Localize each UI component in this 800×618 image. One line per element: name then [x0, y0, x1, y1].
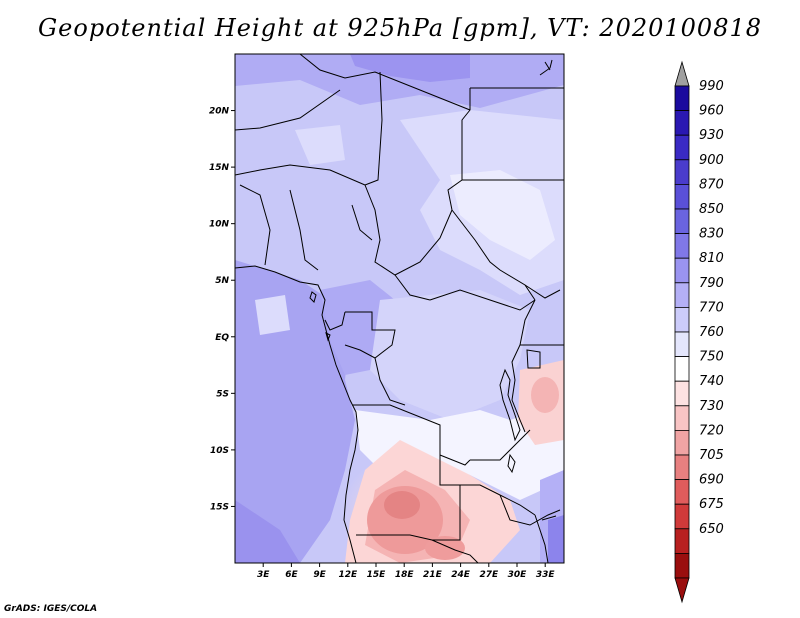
- colorbar-level-label: 770: [699, 300, 724, 315]
- lon-label: 30E: [508, 570, 528, 580]
- colorbar-swatch: [674, 454, 690, 481]
- colorbar-swatch: [674, 85, 690, 112]
- lat-label: 15N: [209, 163, 230, 173]
- colorbar-level-label: 730: [699, 399, 724, 414]
- colorbar-level-label: 850: [699, 202, 724, 217]
- colorbar-swatch: [674, 233, 690, 259]
- colorbar-level-label: 790: [699, 276, 724, 291]
- colorbar-swatch: [674, 110, 690, 136]
- colorbar-swatch: [674, 380, 690, 407]
- colorbar-level-label: 900: [699, 153, 724, 168]
- lat-label: EQ: [215, 333, 229, 343]
- colorbar-swatch: [674, 429, 690, 456]
- colorbar-swatch: [674, 331, 690, 358]
- colorbar: 990 960 930 900 870 850 830 810 790 770 760 750 740 7…: [674, 60, 724, 604]
- colorbar-level-label: 930: [699, 128, 724, 143]
- colorbar-level-label: 705: [699, 448, 724, 463]
- colorbar-swatch: [674, 159, 690, 185]
- colorbar-level-label: 740: [699, 374, 724, 389]
- colorbar-swatch: [674, 405, 690, 431]
- colorbar-level-label: 750: [699, 350, 724, 365]
- lon-label: 21E: [423, 570, 443, 580]
- lon-label: 27E: [479, 570, 499, 580]
- country-borders: [235, 54, 564, 563]
- lat-label: 20N: [209, 107, 230, 117]
- colorbar-swatch: [674, 356, 690, 382]
- lon-label: 12E: [338, 570, 358, 580]
- lon-label: 15E: [367, 570, 387, 580]
- colorbar-swatch: [674, 503, 690, 530]
- lon-label: 33E: [536, 570, 556, 580]
- lon-label: 18E: [395, 570, 415, 580]
- colorbar-level-label: 690: [699, 473, 724, 488]
- lat-label: 5N: [215, 276, 229, 286]
- lat-label: 15S: [210, 502, 229, 512]
- latitude-axis: 20N 15N 10N 5N EQ 5S 10S 15S: [209, 107, 235, 512]
- colorbar-swatch: [674, 528, 690, 554]
- map-frame: [234, 53, 565, 564]
- map-title: Geopotential Height at 925hPa [gpm], VT:…: [38, 14, 762, 42]
- height-field: [235, 54, 564, 563]
- colorbar-top-arrow: [674, 60, 690, 87]
- lat-label: 5S: [216, 389, 229, 399]
- colorbar-level-label: 650: [699, 522, 724, 537]
- colorbar-swatch: [674, 208, 690, 235]
- colorbar-level-label: 870: [699, 177, 724, 192]
- colorbar-swatch: [674, 183, 690, 210]
- colorbar-swatch: [674, 479, 690, 505]
- colorbar-swatch: [674, 257, 690, 284]
- colorbar-level-label: 675: [699, 497, 724, 512]
- lat-label: 10N: [209, 220, 230, 230]
- longitude-axis: 3E 6E 9E 12E 15E 18E 21E 24E 27E 30E 33E: [257, 563, 555, 580]
- colorbar-level-label: 830: [699, 227, 724, 242]
- colorbar-level-label: 720: [699, 423, 724, 438]
- grads-credit: GrADS: IGES/COLA: [4, 604, 98, 614]
- colorbar-swatch: [674, 134, 690, 161]
- colorbar-swatch: [674, 306, 690, 333]
- colorbar-level-label: 760: [699, 325, 724, 340]
- colorbar-level-label: 990: [699, 79, 724, 94]
- colorbar-level-label: 960: [699, 104, 724, 119]
- lon-label: 24E: [451, 570, 471, 580]
- lat-label: 10S: [210, 446, 229, 456]
- colorbar-bottom-arrow: [674, 577, 690, 604]
- lon-label: 3E: [257, 570, 270, 580]
- colorbar-swatch: [674, 553, 690, 579]
- colorbar-swatch: [674, 282, 690, 308]
- lon-label: 9E: [313, 570, 326, 580]
- lon-label: 6E: [285, 570, 298, 580]
- colorbar-level-label: 810: [699, 251, 724, 266]
